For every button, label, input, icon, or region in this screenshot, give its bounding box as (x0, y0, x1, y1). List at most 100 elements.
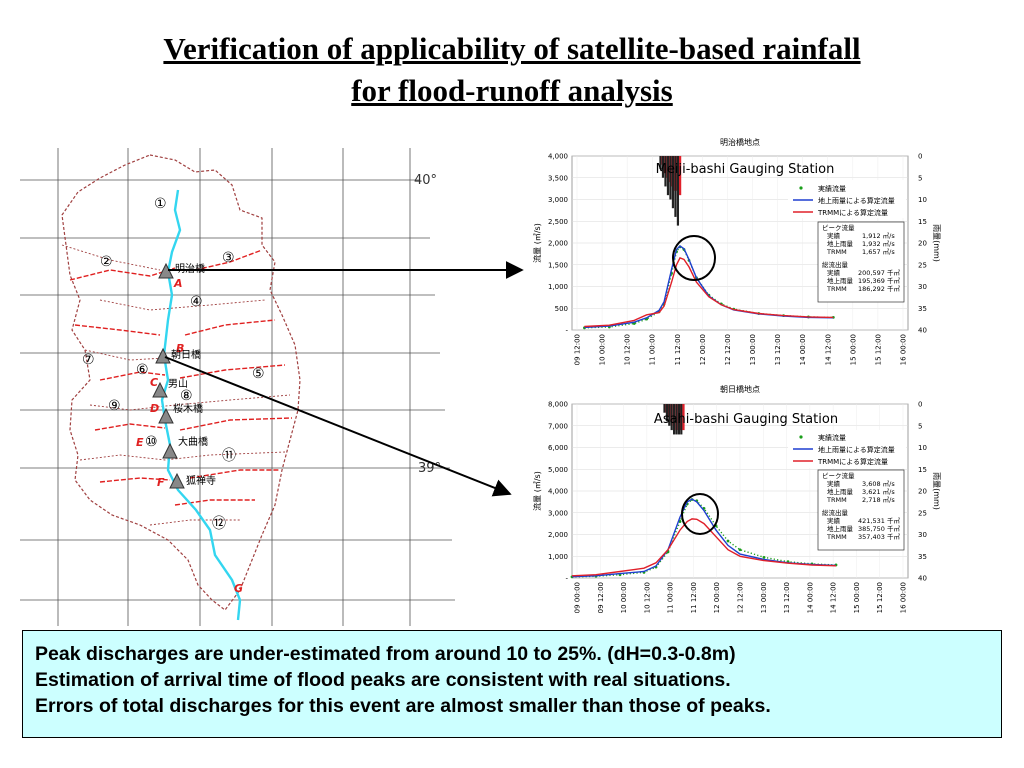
point-letters: A B C D E F G (136, 277, 243, 595)
latitude-39-label: 39° (418, 461, 441, 476)
chart2-info-box: ピーク流量 実績 3,608 ㎥/s 地上雨量 3,621 ㎥/s TRMM 2… (817, 469, 905, 551)
chart1-rainfall-bars (659, 156, 682, 226)
meiji-bashi-hydrograph: 明治橋地点 4,000 3,500 3,000 2,500 2,000 1,500 1,00… (532, 137, 941, 365)
chart1-y-tick-label: 2,000 (548, 240, 568, 248)
river-main-channel (160, 189, 242, 621)
chart1-y-tick-label: 1,000 (548, 283, 568, 291)
station-label-sakuragi: 桜木橋 (173, 402, 203, 415)
point-b: B (176, 342, 184, 355)
chart2-rain-bar-ground (668, 404, 671, 426)
chart1-peak-row-1-label: 実績 (827, 231, 841, 240)
chart2-y2-tick-label: 15 (918, 466, 927, 474)
chart2-y-tick-label: 5,000 (548, 466, 568, 474)
basin-outline (61, 154, 301, 611)
chart2-y-axis-ticks: 8,000 7,000 6,000 5,000 4,000 3,000 2,000 1,000… (548, 401, 569, 583)
basin-label-11: ⑪ (222, 448, 236, 464)
station-marker-asahi (155, 347, 171, 364)
chart2-peak-highlight-circle (681, 493, 719, 535)
chart2-total-row-2-label: 地上雨量 (827, 524, 854, 533)
chart2-total-row-1-value: 421,531 千㎥ (858, 516, 900, 525)
chart1-info-box: ピーク流量 実績 1,912 ㎥/s 地上雨量 1,932 ㎥/s TRMM 1… (817, 221, 905, 303)
chart1-y2-tick-label: 15 (918, 218, 927, 226)
chart1-y2-tick-label: 25 (918, 261, 927, 269)
chart2-trmm-line (571, 518, 837, 577)
chart1-y-tick-label: 3,500 (548, 174, 568, 182)
chart1-y-axis-ticks: 4,000 3,500 3,000 2,500 2,000 1,500 1,000 500 - (548, 153, 569, 335)
chart1-rain-bar-ground (659, 156, 662, 170)
basin-label-2: ② (100, 254, 113, 270)
chart2-y2-axis-ticks: 0 5 10 15 20 25 30 35 40 (918, 401, 927, 583)
chart2-title: 朝日橋地点 (720, 384, 760, 394)
chart1-trmm-line (584, 257, 834, 328)
point-g: G (234, 582, 243, 595)
chart1-rain-bar-ground (669, 156, 672, 200)
chart1-peak-row-2-value: 1,932 ㎥/s (862, 239, 895, 248)
basin-label-6: ⑥ (136, 362, 149, 378)
basin-label-4: ④ (190, 294, 203, 310)
chart1-rain-bar-ground (664, 156, 667, 187)
chart2-rain-bar-ground (680, 404, 683, 435)
point-a: A (173, 277, 183, 290)
basin-label-5: ⑤ (252, 366, 265, 382)
chart2-x-tick-label: 16 00:00 (900, 582, 908, 613)
chart2-legend: 実績流量 地上雨量による算定流量 TRMMによる算定流量 (788, 430, 906, 468)
chart1-rain-bar-ground (676, 156, 680, 226)
chart1-y-tick-label: - (565, 327, 568, 335)
station-label-omagari: 大曲橋 (178, 435, 208, 448)
chart1-y-axis-label: 流量 (㎥/s) (532, 223, 542, 263)
chart1-x-tick-label: 13 12:00 (774, 334, 782, 365)
chart2-series-lines (570, 498, 838, 579)
chart1-legend-marker-observed (799, 186, 803, 190)
chart2-peak-row-3-value: 2,718 ㎥/s (862, 495, 895, 504)
chart2-y-tick-label: 7,000 (548, 422, 568, 430)
chart2-rain-bar-ground (677, 404, 680, 435)
station-marker-kozenji (169, 472, 185, 489)
chart2-rain-bar-trmm (682, 404, 685, 431)
chart2-peak-row-1-value: 3,608 ㎥/s (862, 479, 895, 488)
chart1-rain-bar-ground (674, 156, 677, 217)
basin-label-12: ⑫ (212, 516, 226, 532)
chart1-x-tick-label: 13 00:00 (749, 334, 757, 365)
chart2-peak-row-2-value: 3,621 ㎥/s (862, 487, 895, 496)
arrow-to-asahi-chart (164, 356, 512, 497)
chart2-legend-observed: 実績流量 (818, 433, 846, 442)
chart2-y2-tick-label: 35 (918, 553, 927, 561)
chart1-legend-trmm: TRMMによる算定流量 (817, 208, 888, 217)
station-label-asahi: 朝日橋 (171, 348, 201, 361)
chart2-rain-bar-ground (665, 404, 668, 422)
chart2-y2-axis-label: 雨量(mm) (932, 472, 941, 510)
chart1-y2-axis-label: 雨量(mm) (932, 224, 941, 262)
chart1-total-row-1-label: 実績 (827, 268, 841, 277)
chart2-station-annotation: Asahi-bashi Gauging Station (654, 412, 838, 427)
chart1-x-tick-label: 14 00:00 (799, 334, 807, 365)
station-labels: 明治橋 朝日橋 男山 桜木橋 大曲橋 狐禅寺 (168, 262, 216, 487)
chart1-y2-tick-label: 35 (918, 305, 927, 313)
chart2-observed-point (738, 548, 742, 552)
basin-number-labels: ① ② ③ ④ ⑤ ⑥ ⑦ ⑧ ⑨ ⑩ ⑪ ⑫ (82, 196, 265, 532)
chart1-total-row-3-value: 186,292 千㎥ (858, 284, 900, 293)
asahi-bashi-hydrograph: 朝日橋地点 8,000 7,000 6,000 5,000 4,000 3,000 2,00… (532, 384, 941, 613)
chart2-y-tick-label: 3,000 (548, 509, 568, 517)
point-f: F (157, 476, 165, 489)
chart1-title: 明治橋地点 (720, 137, 760, 147)
chart2-y-tick-label: 1,000 (548, 553, 568, 561)
chart2-y2-tick-label: 20 (918, 488, 927, 496)
chart2-x-tick-label: 12 12:00 (737, 582, 745, 613)
station-marker-otokoyama (152, 381, 168, 398)
chart1-legend-observed: 実績流量 (818, 184, 846, 193)
chart2-x-tick-label: 14 12:00 (830, 582, 838, 613)
station-label-otokoyama: 男山 (168, 378, 188, 390)
gauging-stations (152, 262, 185, 489)
chart2-rain-bar-ground (670, 404, 673, 431)
chart2-y-tick-label: 2,000 (548, 531, 568, 539)
chart1-total-row-2-value: 195,369 千㎥ (858, 276, 900, 285)
chart1-y2-tick-label: 40 (918, 327, 927, 335)
chart1-y-tick-label: 1,500 (548, 261, 568, 269)
chart1-x-tick-label: 12 00:00 (699, 334, 707, 365)
station-marker-sakuragi (158, 407, 174, 424)
chart2-x-tick-label: 10 12:00 (643, 582, 651, 613)
conclusion-notes-box: Peak discharges are under-estimated from… (22, 630, 1002, 738)
chart2-x-tick-label: 13 00:00 (760, 582, 768, 613)
basin-label-3: ③ (222, 250, 235, 266)
